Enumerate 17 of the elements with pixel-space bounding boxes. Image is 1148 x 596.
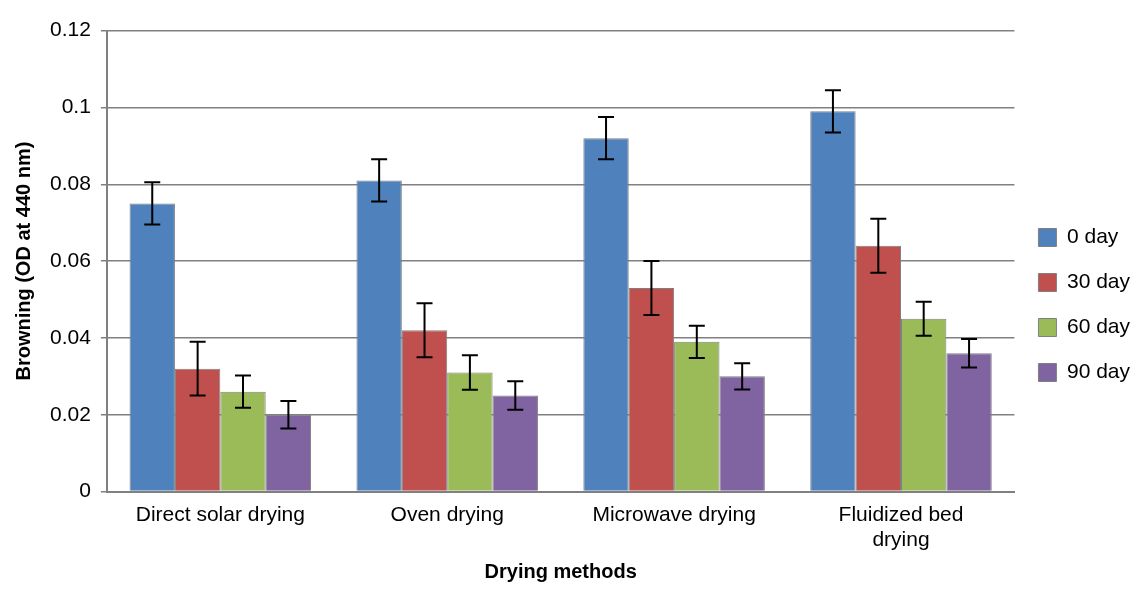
y-tick-label: 0.02 (50, 401, 91, 425)
y-axis-title: Browning (OD at 440 nm) (11, 141, 34, 381)
x-axis-title: Drying methods (484, 559, 637, 582)
y-tick-label: 0.1 (61, 94, 91, 118)
legend-label: 90 day (1066, 359, 1131, 383)
y-tick-label: 0.06 (50, 247, 91, 271)
x-tick-label: Direct solar drying (135, 502, 305, 525)
x-tick-label: Microwave drying (592, 502, 756, 525)
x-tick-label: Oven drying (390, 502, 504, 525)
legend-label: 30 day (1066, 269, 1131, 293)
legend-label: 0 day (1066, 224, 1119, 248)
legend-label: 60 day (1066, 314, 1131, 338)
y-tick-label: 0.08 (50, 171, 91, 195)
x-tick-label: Fluidized bed drying (838, 502, 964, 551)
y-tick-label: 0.04 (50, 324, 92, 348)
y-tick-label: 0 (79, 478, 91, 502)
y-tick-label: 0.12 (50, 17, 91, 41)
